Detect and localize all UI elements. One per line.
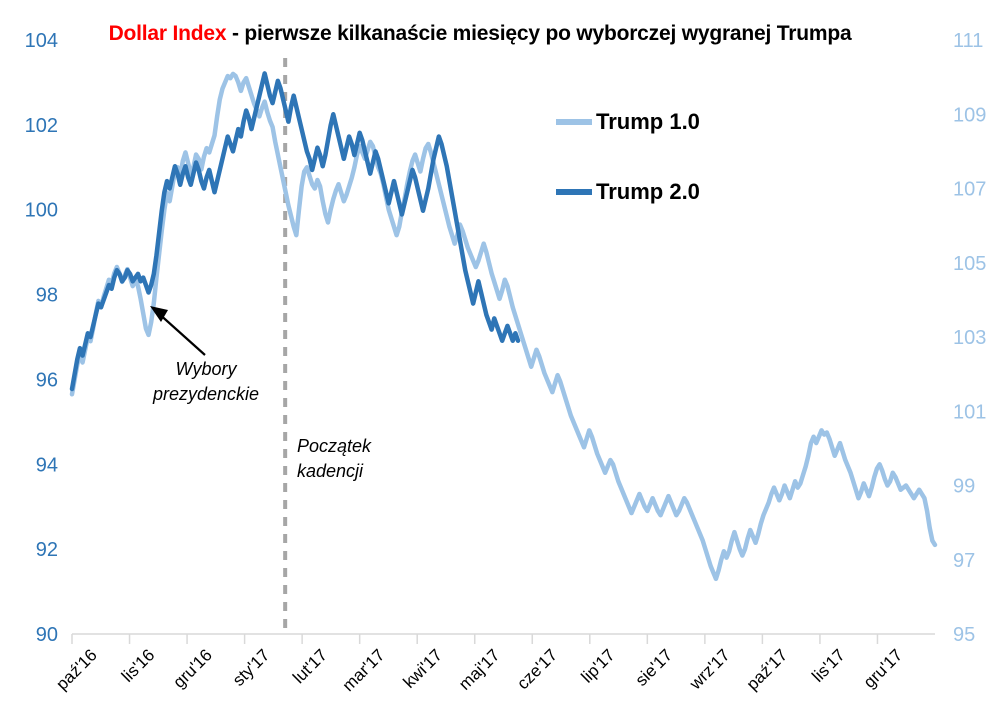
chart-title-rest: - pierwsze kilkanaście miesięcy po wybor… [226, 22, 852, 45]
chart-title-accent: Dollar Index [108, 22, 227, 45]
y-axis-left-tick-label: 90 [36, 624, 58, 646]
x-axis-tick-label: paź'17 [743, 645, 791, 693]
x-axis-tick-label: gru'16 [169, 645, 215, 691]
y-axis-left-tick-label: 98 [36, 285, 58, 307]
y-axis-left-tick-label: 94 [36, 454, 58, 476]
y-axis-right-tick-label: 107 [953, 179, 986, 201]
chart-title: Dollar Index - pierwsze kilkanaście mies… [0, 22, 960, 46]
legend-label-trump-1: Trump 1.0 [596, 109, 700, 134]
y-axis-left-tick-label: 100 [25, 200, 58, 222]
series-line-trump-2-0 [69, 71, 521, 392]
y-axis-left-tick-label: 102 [25, 115, 58, 137]
x-axis-tick-label: maj'17 [455, 645, 503, 693]
x-axis-tick-label: lip'17 [577, 645, 618, 686]
y-axis-right-tick-label: 109 [953, 104, 986, 126]
x-axis-tick-label: kwi'17 [400, 645, 446, 691]
y-axis-right-tick-label: 111 [953, 30, 983, 52]
y-axis-right-tick-label: 95 [953, 624, 975, 646]
x-axis-tick-label: mar'17 [339, 645, 389, 695]
x-tick-marks-group [71, 634, 879, 644]
x-axis-tick-label: paź'16 [52, 645, 100, 693]
x-axis-tick-label: gru'17 [860, 645, 906, 691]
x-axis-tick-label: cze'17 [513, 645, 561, 693]
y-axis-left-tick-label: 104 [25, 30, 58, 52]
series-lines-group [69, 71, 938, 582]
x-axis-tick-label: wrz'17 [685, 645, 734, 694]
annotation-inauguration-line2: kadencji [297, 461, 364, 481]
y-axis-right-tick-label: 97 [953, 550, 975, 572]
legend-label-trump-2: Trump 2.0 [596, 179, 700, 204]
series-line-trump-1-0 [69, 71, 938, 582]
x-axis-tick-label: lut'17 [289, 645, 331, 687]
y-axis-right-tick-label: 105 [953, 253, 986, 275]
y-axis-left-tick-label: 92 [36, 539, 58, 561]
election-arrow [150, 306, 206, 356]
y-axis-right-tick-label: 103 [953, 327, 986, 349]
y-axis-right-tick-label: 101 [953, 401, 986, 423]
y-axis-left-labels: 90 92 94 96 98 100 102 104 [25, 30, 58, 646]
y-axis-left-tick-label: 96 [36, 369, 58, 391]
x-axis-tick-label: sie'17 [632, 645, 676, 689]
annotation-election-line2: prezydenckie [152, 384, 259, 404]
annotation-election-line1: Wybory [175, 359, 237, 379]
y-axis-right-tick-label: 99 [953, 476, 975, 498]
legend: Trump 1.0 Trump 2.0 [556, 109, 700, 204]
x-axis-tick-label: sty'17 [229, 645, 273, 689]
x-axis-labels: paź'16 lis'16 gru'16 sty'17 lut'17 mar'17 kwi'… [52, 645, 906, 695]
x-axis-tick-label: lis'16 [118, 645, 158, 685]
y-axis-right-labels: 95 97 99 101 103 105 107 109 111 [953, 30, 986, 646]
annotation-inauguration-line1: Początek [297, 436, 372, 456]
x-axis-tick-label: lis'17 [808, 645, 848, 685]
